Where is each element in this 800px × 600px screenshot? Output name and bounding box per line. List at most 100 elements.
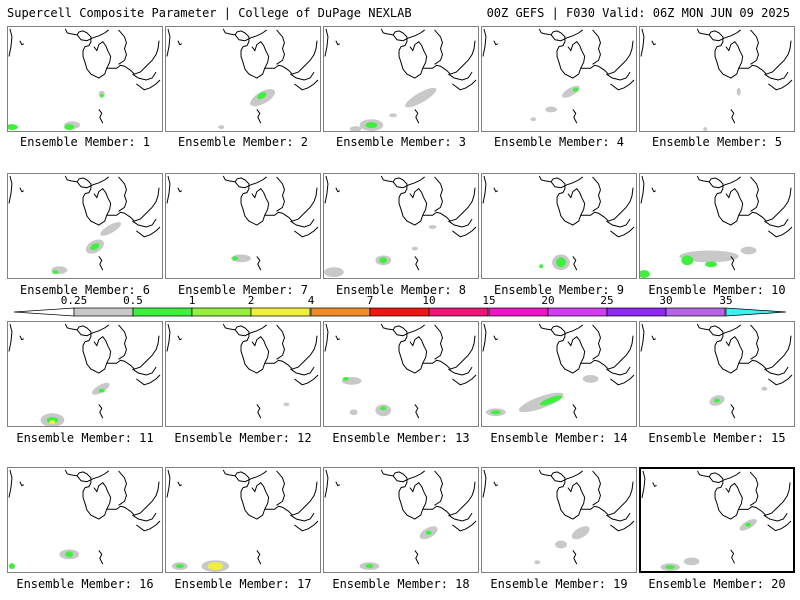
scp-contour-area <box>175 564 184 569</box>
ensemble-member-map <box>7 467 163 573</box>
member-map-graphic <box>640 28 793 131</box>
ensemble-member-map <box>7 173 163 279</box>
ensemble-member-map <box>165 467 321 573</box>
scp-contour-area <box>100 222 122 236</box>
colorbar-segment <box>488 307 549 317</box>
scp-contour-area <box>8 563 15 570</box>
scp-contour-area <box>90 243 100 251</box>
scp-contour-area <box>428 225 437 229</box>
ensemble-member-map <box>481 467 637 573</box>
member-map-graphic <box>640 175 793 278</box>
scp-contour-area <box>740 246 757 255</box>
member-map-graphic <box>324 175 477 278</box>
scp-contour-area <box>539 264 544 269</box>
colorbar-tick-label: 30 <box>659 294 673 307</box>
ensemble-member-map <box>481 26 637 132</box>
scp-contour-area <box>389 113 398 118</box>
colorbar-segment <box>547 307 608 317</box>
scp-contour-area <box>349 409 358 416</box>
scp-contour-area <box>530 117 537 122</box>
member-caption: Ensemble Member: 7 <box>177 283 309 297</box>
ensemble-member-map <box>323 173 479 279</box>
member-map-graphic <box>324 469 477 571</box>
colorbar-tick-label: 0.5 <box>123 294 143 307</box>
colorbar-tick-label: 20 <box>541 294 555 307</box>
colorbar-tick-label: 4 <box>307 294 315 307</box>
member-caption: Ensemble Member: 10 <box>648 283 786 297</box>
great-lakes-outline <box>166 175 319 271</box>
colorbar-segment <box>369 307 430 317</box>
member-caption: Ensemble Member: 20 <box>648 577 786 591</box>
scp-contour-area <box>380 406 387 411</box>
member-map-graphic <box>166 175 319 271</box>
member-map-graphic <box>482 323 635 419</box>
member-caption: Ensemble Member: 9 <box>493 283 625 297</box>
colorbar-segment <box>132 307 193 317</box>
ensemble-member-map <box>639 321 795 427</box>
great-lakes-outline <box>482 28 635 124</box>
great-lakes-outline <box>324 323 477 419</box>
scp-contour-area <box>556 257 566 268</box>
member-caption: Ensemble Member: 13 <box>332 431 470 445</box>
great-lakes-outline <box>482 469 635 565</box>
ensemble-member-map <box>639 26 795 132</box>
great-lakes-outline <box>641 470 792 564</box>
member-caption: Ensemble Member: 5 <box>651 135 783 149</box>
member-caption: Ensemble Member: 18 <box>332 577 470 591</box>
scp-contour-area <box>534 560 541 565</box>
colorbar-graphic <box>13 307 787 317</box>
ensemble-member-map <box>165 173 321 279</box>
member-map-graphic <box>8 323 161 426</box>
scp-contour-area <box>98 388 105 393</box>
colorbar-tick-label: 2 <box>247 294 255 307</box>
member-caption: Ensemble Member: 19 <box>490 577 628 591</box>
scp-contour-area <box>231 254 251 263</box>
scp-contour-area <box>703 127 708 131</box>
scp-contour-area <box>365 122 378 129</box>
scp-contour-area <box>411 246 418 251</box>
colorbar-segment <box>428 307 489 317</box>
great-lakes-outline <box>8 175 161 271</box>
scp-contour-area <box>683 557 700 566</box>
member-map-graphic <box>482 28 635 124</box>
scp-contour-area <box>681 255 694 266</box>
colorbar-tick-label: 7 <box>366 294 374 307</box>
colorbar-segment <box>73 307 134 317</box>
member-caption: Ensemble Member: 11 <box>16 431 154 445</box>
ensemble-member-map <box>7 26 163 132</box>
scp-contour-area <box>64 124 75 131</box>
great-lakes-outline <box>482 323 635 419</box>
ensemble-member-map <box>481 321 637 427</box>
colorbar-low-tip <box>13 307 75 317</box>
ensemble-member-map <box>323 26 479 132</box>
scp-contour-area <box>582 374 599 383</box>
member-caption: Ensemble Member: 15 <box>648 431 786 445</box>
ensemble-member-map <box>639 173 795 279</box>
member-map-graphic <box>324 28 477 131</box>
colorbar-segment <box>191 307 252 317</box>
colorbar-segment <box>250 307 311 317</box>
scp-contour-area <box>562 85 580 98</box>
member-map-graphic <box>8 175 161 275</box>
scp-contour-area <box>555 540 567 549</box>
scp-contour-area <box>49 420 56 425</box>
header-title: Supercell Composite Parameter | College … <box>7 6 412 20</box>
great-lakes-outline <box>324 175 477 271</box>
scp-contour-area <box>705 261 717 268</box>
scp-contour-area <box>349 126 362 131</box>
member-map-graphic <box>641 470 792 571</box>
member-map-graphic <box>166 323 319 419</box>
ensemble-member-map <box>165 321 321 427</box>
colorbar-high-tip <box>725 307 787 317</box>
scp-contour-area <box>405 87 437 108</box>
member-caption: Ensemble Member: 2 <box>177 135 309 149</box>
scp-contour-area <box>745 522 752 527</box>
colorbar-tick-label: 1 <box>188 294 196 307</box>
member-caption: Ensemble Member: 8 <box>335 283 467 297</box>
member-caption: Ensemble Member: 3 <box>335 135 467 149</box>
member-map-graphic <box>166 28 319 130</box>
scp-contour-area <box>665 565 676 570</box>
member-caption: Ensemble Member: 4 <box>493 135 625 149</box>
great-lakes-outline <box>640 175 793 271</box>
scp-contour-area <box>365 564 374 569</box>
